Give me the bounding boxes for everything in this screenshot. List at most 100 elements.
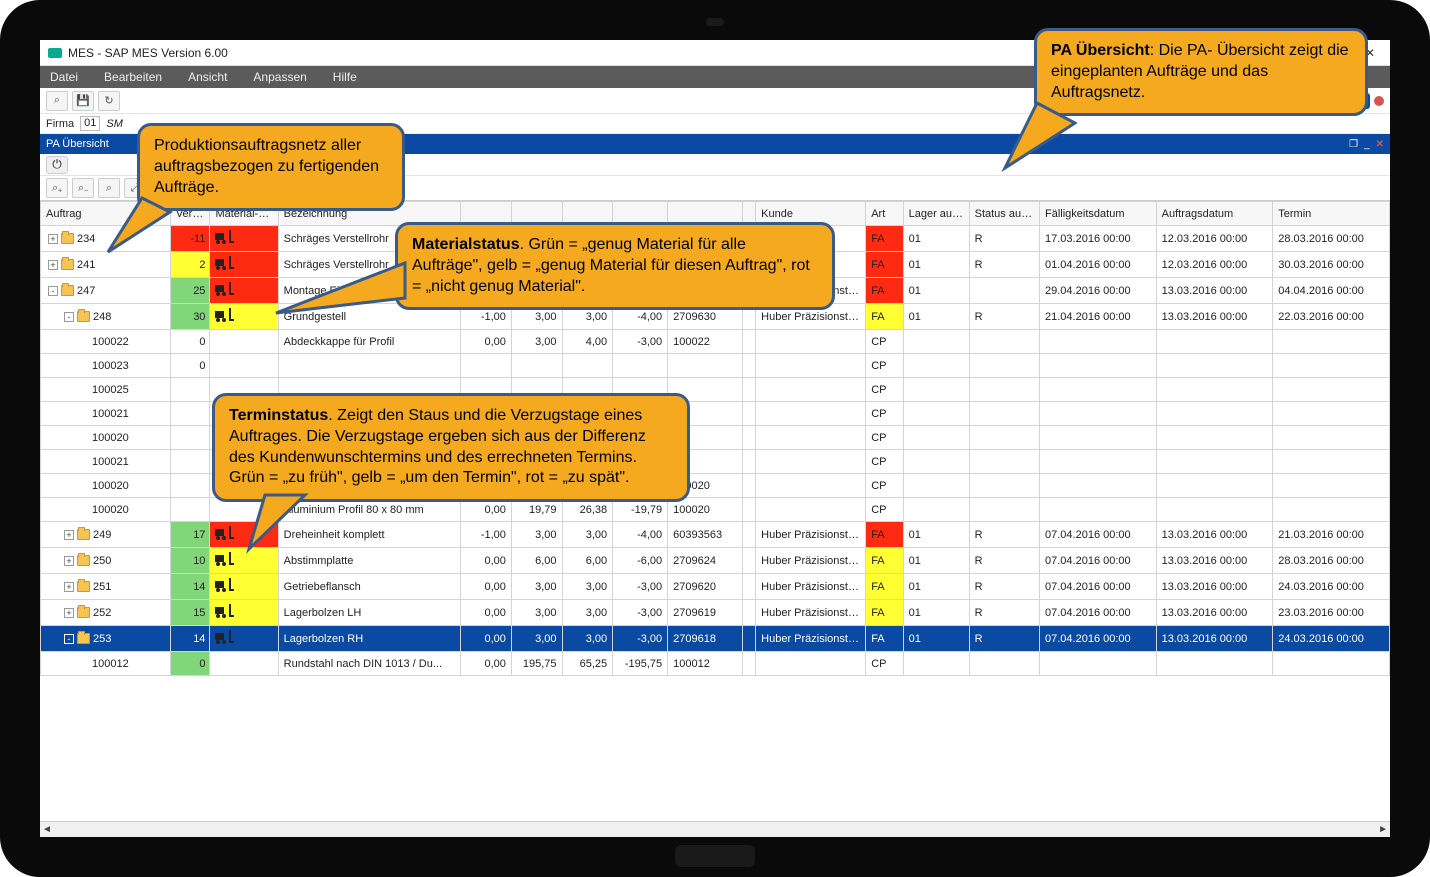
art-cell: CP bbox=[866, 498, 903, 522]
forklift-icon bbox=[215, 282, 231, 296]
qty-cell: 3,00 bbox=[562, 626, 613, 652]
verzug-cell bbox=[170, 378, 210, 402]
menu-datei[interactable]: Datei bbox=[44, 68, 98, 86]
tree-expander[interactable]: + bbox=[64, 582, 74, 592]
verzug-cell: 0 bbox=[170, 354, 210, 378]
tree-expander[interactable]: + bbox=[64, 608, 74, 618]
callout-netz: Produktionsauftragsnetz aller auftragsbe… bbox=[137, 123, 405, 211]
firma-value[interactable]: 01 bbox=[80, 116, 100, 131]
qty-cell: 3,00 bbox=[562, 600, 613, 626]
date-cell bbox=[1273, 378, 1390, 402]
kunde-cell: Huber Präzisionsteile bbox=[756, 600, 866, 626]
date-cell: 13.03.2016 00:00 bbox=[1156, 626, 1273, 652]
col-termin[interactable]: Termin bbox=[1273, 202, 1390, 226]
material-status-cell bbox=[210, 574, 278, 600]
status-cell bbox=[969, 330, 1039, 354]
verzug-cell bbox=[170, 450, 210, 474]
tree-expander[interactable]: + bbox=[48, 234, 58, 244]
tree-expander[interactable]: + bbox=[64, 556, 74, 566]
table-row[interactable]: +25114Getriebeflansch0,003,003,00-3,0027… bbox=[41, 574, 1390, 600]
lager-cell: 01 bbox=[903, 522, 969, 548]
status-dot-icon bbox=[1374, 96, 1384, 106]
status-cell: R bbox=[969, 574, 1039, 600]
art-cell: FA bbox=[866, 252, 903, 278]
menu-bearbeiten[interactable]: Bearbeiten bbox=[98, 68, 182, 86]
menu-hilfe[interactable]: Hilfe bbox=[327, 68, 377, 86]
verzug-cell: 14 bbox=[170, 626, 210, 652]
number-cell bbox=[668, 354, 743, 378]
col-auftragsdatum[interactable]: Auftragsdatum bbox=[1156, 202, 1273, 226]
tree-expander[interactable]: - bbox=[48, 286, 58, 296]
col-lager[interactable]: Lager aus ... bbox=[903, 202, 969, 226]
gap-cell bbox=[742, 378, 755, 402]
panel-close-icon[interactable]: ✕ bbox=[1376, 139, 1384, 150]
table-row[interactable]: +25010Abstimmplatte0,006,006,00-6,002709… bbox=[41, 548, 1390, 574]
tree-expander[interactable]: + bbox=[64, 530, 74, 540]
toolbar-save-icon[interactable]: 💾 bbox=[72, 91, 94, 111]
date-cell bbox=[1273, 354, 1390, 378]
date-cell: 12.03.2016 00:00 bbox=[1156, 252, 1273, 278]
order-id: 100023 bbox=[92, 360, 129, 372]
zoom-out-icon[interactable]: ⌕₋ bbox=[72, 178, 94, 198]
qty-cell: 3,00 bbox=[511, 574, 562, 600]
gap-cell bbox=[742, 450, 755, 474]
date-cell bbox=[1040, 450, 1157, 474]
verzug-cell bbox=[170, 426, 210, 450]
col-status[interactable]: Status aus... bbox=[969, 202, 1039, 226]
col-faelligkeit[interactable]: Fälligkeitsdatum bbox=[1040, 202, 1157, 226]
date-cell bbox=[1156, 474, 1273, 498]
tree-expander[interactable]: - bbox=[64, 634, 74, 644]
table-row[interactable]: +24917Dreheinheit komplett-1,003,003,00-… bbox=[41, 522, 1390, 548]
forklift-icon bbox=[215, 526, 231, 540]
date-cell bbox=[1040, 426, 1157, 450]
menu-anpassen[interactable]: Anpassen bbox=[247, 68, 326, 86]
status-cell bbox=[969, 278, 1039, 304]
tree-expander[interactable]: - bbox=[64, 312, 74, 322]
toolbar-refresh-icon[interactable]: ↻ bbox=[98, 91, 120, 111]
art-cell: CP bbox=[866, 426, 903, 450]
kunde-cell bbox=[756, 450, 866, 474]
toolbar-search-icon[interactable]: ⌕ bbox=[46, 91, 68, 111]
date-cell: 23.03.2016 00:00 bbox=[1273, 600, 1390, 626]
col-art[interactable]: Art bbox=[866, 202, 903, 226]
scroll-right-icon[interactable]: ► bbox=[1378, 824, 1388, 835]
gap-cell bbox=[742, 498, 755, 522]
order-id: 100020 bbox=[92, 504, 129, 516]
table-row[interactable]: 1000220Abdeckkappe für Profil0,003,004,0… bbox=[41, 330, 1390, 354]
panel-min-icon[interactable]: _ bbox=[1364, 139, 1370, 150]
bezeichnung-cell: Rundstahl nach DIN 1013 / Du... bbox=[278, 652, 461, 676]
qty-cell: 195,75 bbox=[511, 652, 562, 676]
scroll-left-icon[interactable]: ◄ bbox=[42, 824, 52, 835]
date-cell: 13.03.2016 00:00 bbox=[1156, 522, 1273, 548]
lager-cell bbox=[903, 474, 969, 498]
order-id: 100021 bbox=[92, 456, 129, 468]
qty-cell: 0,00 bbox=[461, 626, 512, 652]
callout-pa-title: PA Übersicht bbox=[1051, 42, 1150, 59]
date-cell bbox=[1040, 652, 1157, 676]
date-cell: 13.03.2016 00:00 bbox=[1156, 600, 1273, 626]
table-row[interactable]: 1000230CP bbox=[41, 354, 1390, 378]
tree-expander[interactable]: + bbox=[48, 260, 58, 270]
lager-cell: 01 bbox=[903, 626, 969, 652]
kunde-cell: Huber Präzisionsteile bbox=[756, 626, 866, 652]
horizontal-scrollbar[interactable]: ◄ ► bbox=[40, 821, 1390, 837]
art-cell: FA bbox=[866, 304, 903, 330]
callout-tail-icon bbox=[270, 253, 410, 323]
power-icon[interactable]: ⏻ bbox=[46, 156, 68, 174]
panel-restore-icon[interactable]: ❐ bbox=[1349, 139, 1358, 150]
folder-icon bbox=[77, 555, 90, 566]
table-row[interactable]: 1000120Rundstahl nach DIN 1013 / Du...0,… bbox=[41, 652, 1390, 676]
verzug-cell: 14 bbox=[170, 574, 210, 600]
material-status-cell bbox=[210, 354, 278, 378]
art-cell: CP bbox=[866, 450, 903, 474]
forklift-icon bbox=[215, 578, 231, 592]
lager-cell: 01 bbox=[903, 600, 969, 626]
table-row[interactable]: +25215Lagerbolzen LH0,003,003,00-3,00270… bbox=[41, 600, 1390, 626]
menu-ansicht[interactable]: Ansicht bbox=[182, 68, 247, 86]
date-cell bbox=[1273, 652, 1390, 676]
date-cell bbox=[1040, 330, 1157, 354]
table-row[interactable]: -25314Lagerbolzen RH0,003,003,00-3,00270… bbox=[41, 626, 1390, 652]
kunde-cell: Huber Präzisionsteile bbox=[756, 522, 866, 548]
zoom-in-icon[interactable]: ⌕₊ bbox=[46, 178, 68, 198]
kunde-cell: Huber Präzisionsteile bbox=[756, 548, 866, 574]
